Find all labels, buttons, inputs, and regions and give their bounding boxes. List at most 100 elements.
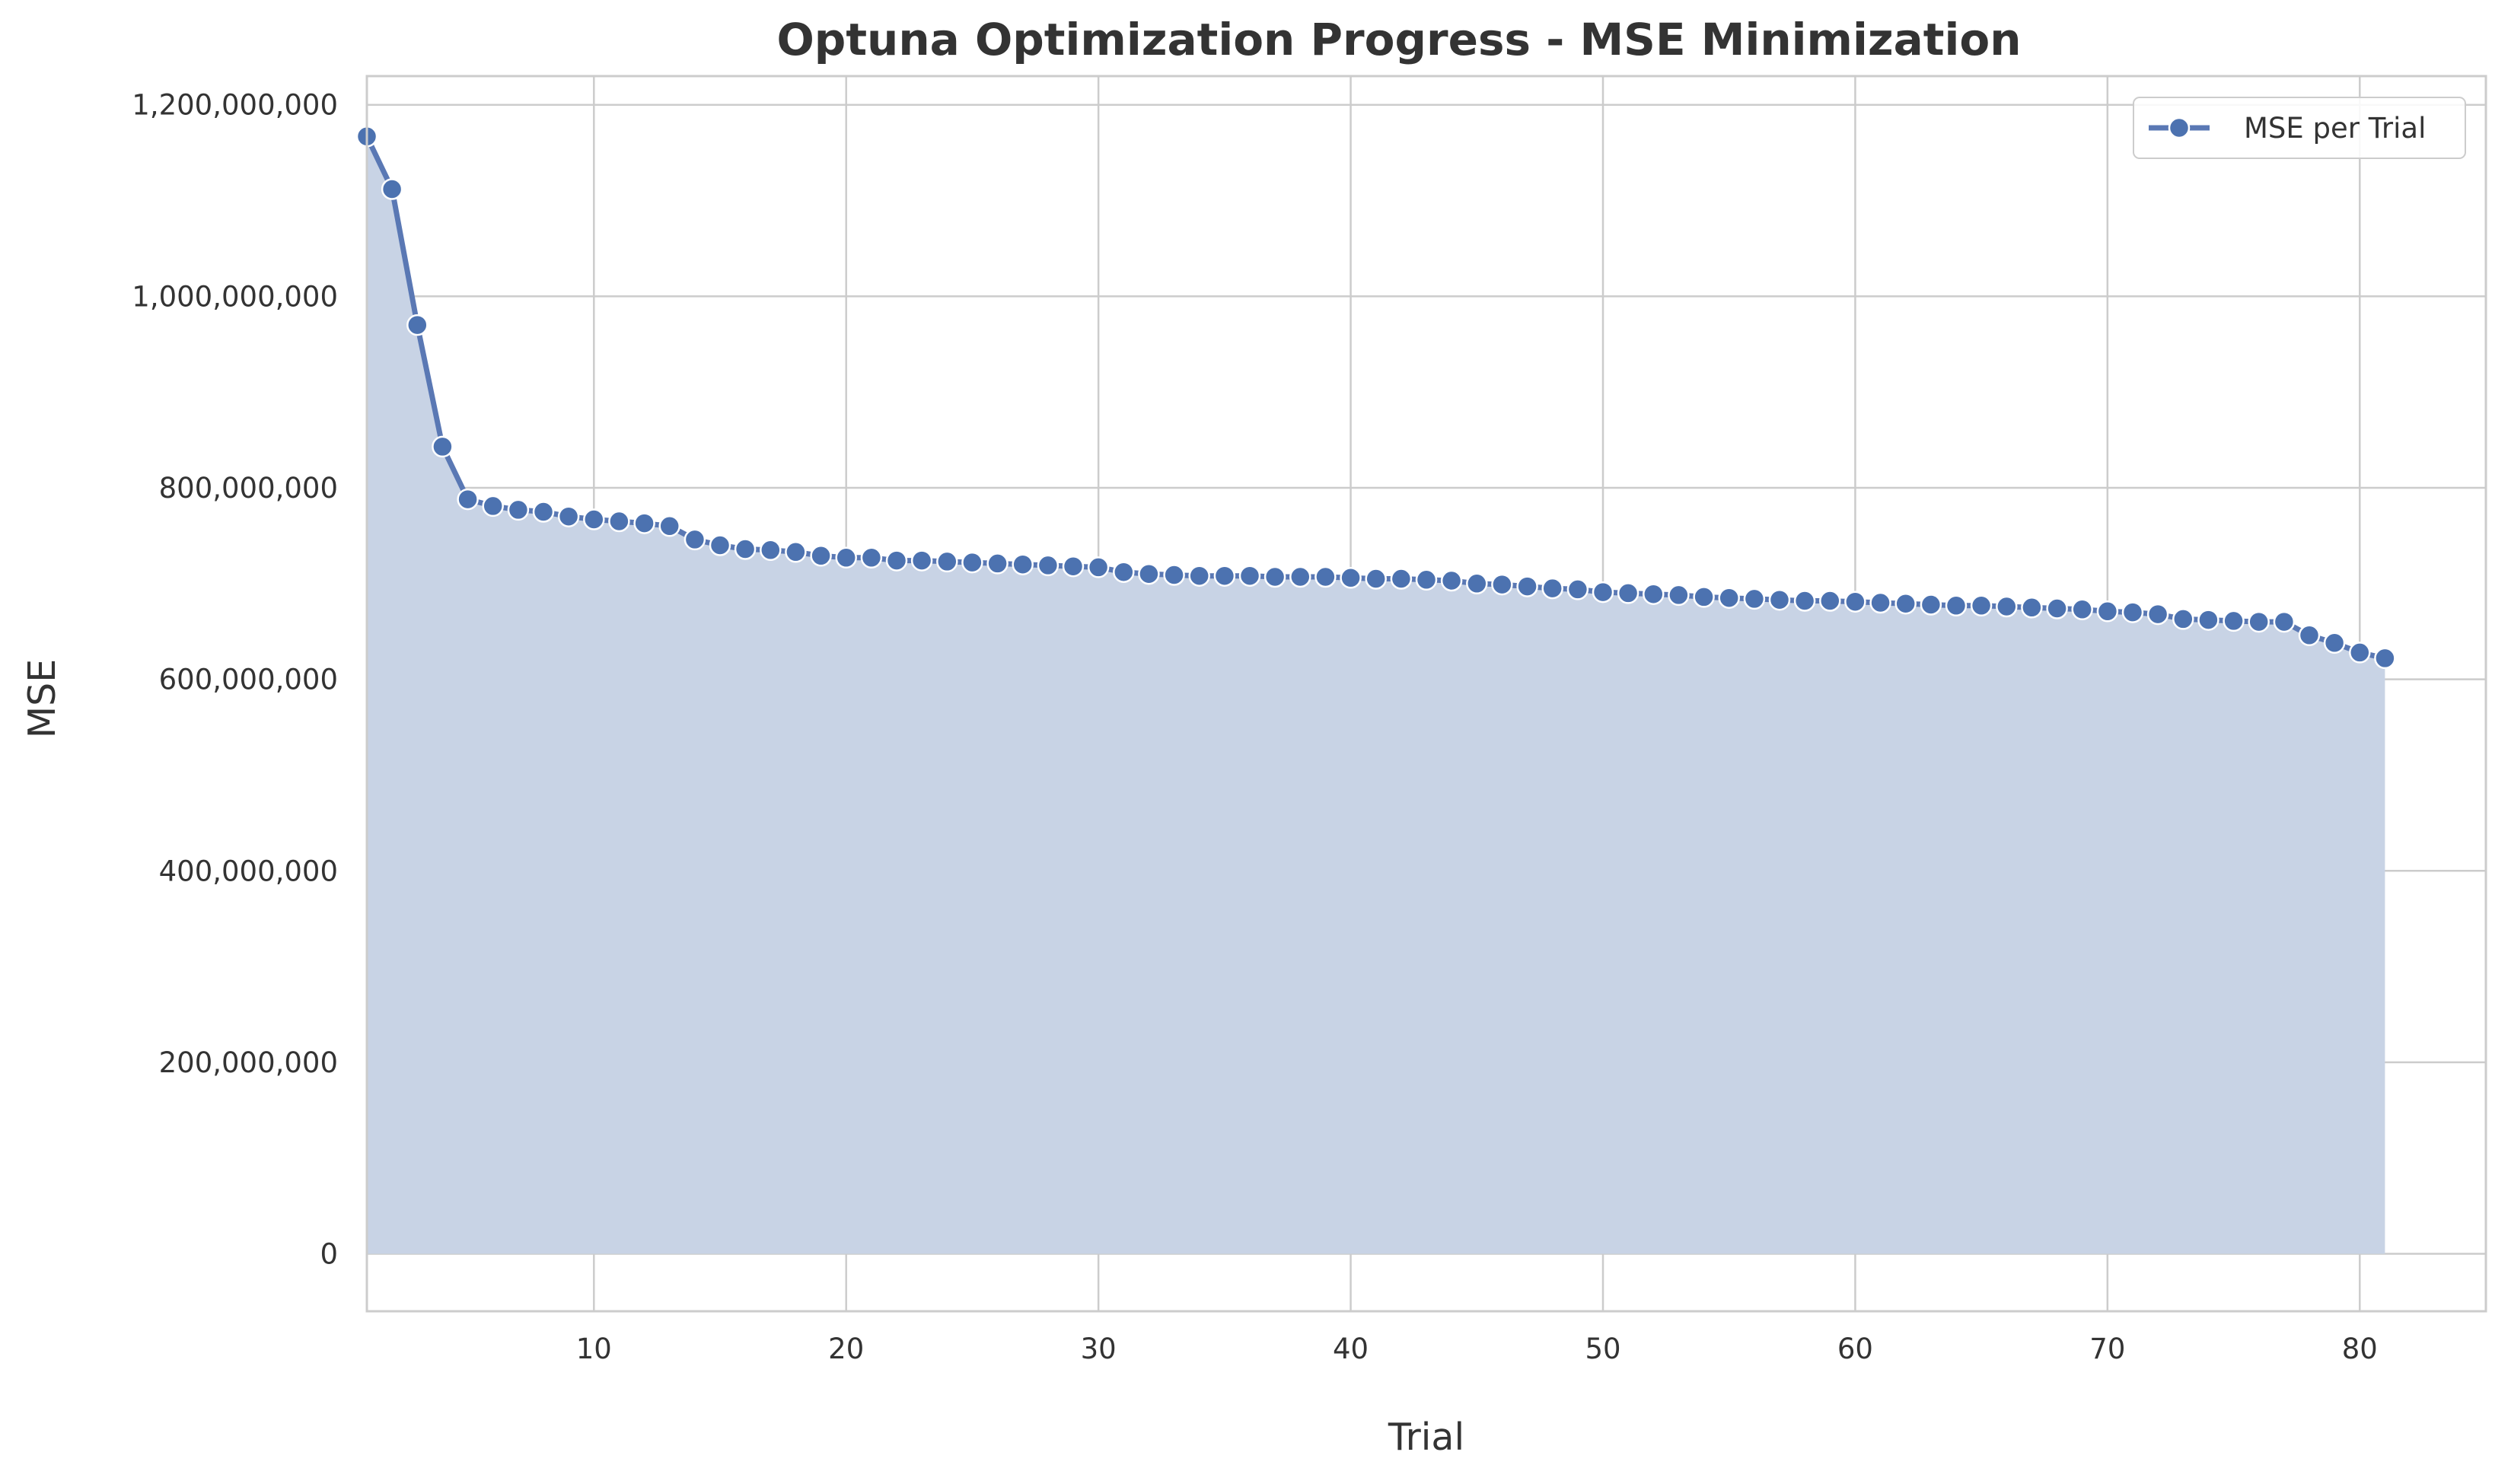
- data-point: [1541, 577, 1563, 600]
- data-point: [1440, 569, 1463, 592]
- data-point: [1793, 590, 1816, 612]
- data-point: [1718, 587, 1740, 609]
- data-point: [860, 546, 883, 569]
- data-point: [835, 546, 857, 569]
- x-tick-label: 50: [1585, 1333, 1620, 1365]
- x-tick-label: 70: [2089, 1333, 2125, 1365]
- chart-title: Optuna Optimization Progress - MSE Minim…: [777, 14, 2022, 65]
- data-point: [2021, 597, 2043, 619]
- data-point: [1415, 568, 1438, 591]
- data-point: [1643, 583, 1665, 605]
- x-tick-label: 20: [828, 1333, 864, 1365]
- tick-labels: 10 20 30 40 50 60 70 80 0 200,000,000 400,000,000 6…: [132, 89, 2378, 1365]
- data-point: [1945, 594, 1968, 617]
- legend-box: [2133, 97, 2466, 159]
- x-tick-label: 40: [1333, 1333, 1369, 1365]
- data-point: [1263, 565, 1286, 588]
- data-point: [583, 508, 605, 530]
- data-point: [1491, 573, 1513, 596]
- data-point: [1869, 591, 1891, 614]
- data-point: [2172, 608, 2194, 630]
- data-point: [1844, 591, 1866, 613]
- data-point: [432, 435, 454, 458]
- data-point: [2323, 632, 2346, 654]
- data-point: [1340, 567, 1362, 589]
- data-point: [1213, 565, 1236, 587]
- series-markers: [355, 126, 2396, 670]
- legend: MSE per Trial: [2133, 97, 2466, 159]
- data-point: [961, 551, 983, 574]
- area-fill: [367, 136, 2385, 1254]
- axes: [365, 75, 2487, 1313]
- data-point: [1062, 555, 1085, 578]
- data-point: [1668, 584, 1690, 607]
- data-point: [936, 550, 958, 573]
- data-point: [2046, 597, 2068, 619]
- data-point: [1617, 582, 1639, 604]
- data-point: [684, 528, 706, 551]
- data-point: [532, 501, 555, 523]
- legend-label: MSE per Trial: [2244, 112, 2426, 145]
- y-tick-label: 0: [320, 1238, 338, 1271]
- data-point: [2071, 598, 2093, 621]
- data-point: [633, 512, 655, 534]
- legend-marker-sample: [2168, 116, 2191, 139]
- data-point: [910, 549, 933, 572]
- data-point: [1743, 588, 1766, 610]
- data-point: [1365, 568, 1387, 590]
- data-point: [760, 539, 782, 562]
- data-point: [507, 498, 530, 521]
- y-tick-label: 1,000,000,000: [132, 280, 338, 313]
- data-point: [885, 549, 908, 572]
- data-point: [1819, 590, 1841, 612]
- y-tick-label: 1,200,000,000: [132, 89, 338, 122]
- y-tick-label: 600,000,000: [159, 664, 338, 696]
- data-point: [1289, 565, 1311, 588]
- data-point: [734, 538, 757, 560]
- data-point: [2223, 610, 2245, 632]
- data-point: [1970, 594, 1993, 617]
- data-point: [608, 510, 630, 533]
- data-point: [2298, 624, 2321, 647]
- data-point: [457, 488, 479, 511]
- data-point: [381, 178, 403, 200]
- x-tick-label: 30: [1081, 1333, 1117, 1365]
- data-point: [1087, 556, 1110, 578]
- data-point: [1466, 572, 1488, 595]
- y-tick-label: 400,000,000: [159, 855, 338, 887]
- area-under-curve: [367, 136, 2385, 1254]
- data-point: [986, 553, 1009, 575]
- data-point: [1138, 562, 1160, 585]
- data-point: [1894, 592, 1917, 615]
- data-point: [1188, 565, 1210, 587]
- data-point: [2248, 610, 2270, 633]
- data-point: [1566, 578, 1589, 600]
- data-point: [557, 505, 580, 527]
- data-point: [2273, 610, 2296, 633]
- data-point: [1012, 553, 1034, 575]
- data-point: [2146, 603, 2169, 626]
- data-point: [1163, 564, 1185, 586]
- y-axis-label: MSE: [21, 659, 64, 738]
- x-tick-label: 80: [2342, 1333, 2378, 1365]
- data-point: [1238, 565, 1261, 587]
- data-point: [2197, 609, 2219, 631]
- data-point: [658, 515, 680, 537]
- data-point: [1516, 575, 1538, 597]
- plot-frame: [365, 75, 2487, 1313]
- data-point: [1314, 565, 1337, 588]
- data-point: [406, 314, 429, 336]
- data-point: [2374, 647, 2396, 670]
- y-tick-label: 800,000,000: [159, 472, 338, 505]
- data-point: [2349, 642, 2371, 664]
- data-point: [2121, 601, 2144, 623]
- x-tick-label: 10: [576, 1333, 612, 1365]
- data-point: [1693, 586, 1715, 608]
- data-point: [1390, 568, 1413, 590]
- data-point: [785, 541, 807, 563]
- data-point: [482, 495, 504, 517]
- data-point: [1768, 588, 1791, 611]
- x-tick-label: 60: [1837, 1333, 1873, 1365]
- data-point: [1113, 561, 1135, 583]
